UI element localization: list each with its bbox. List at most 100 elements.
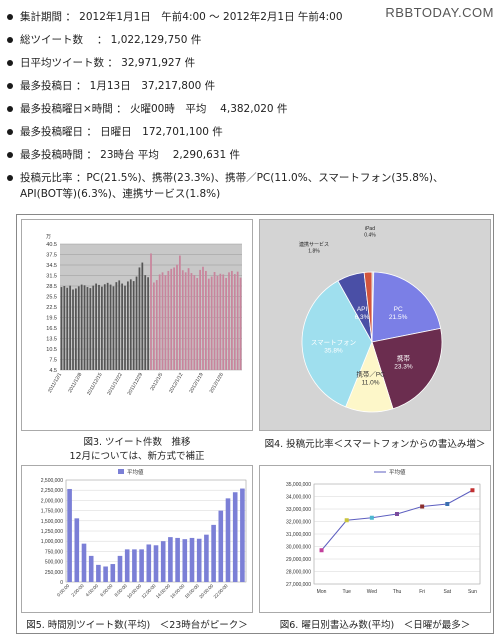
chart-bar (86, 287, 89, 370)
x-tick-label: Mon (317, 589, 327, 595)
data-point (344, 518, 349, 523)
y-tick-label: 30,000,000 (286, 545, 311, 551)
y-tick-label: 13.5 (46, 337, 57, 343)
chart-bar (147, 277, 149, 370)
chart-bar (211, 524, 216, 582)
list-item-line: API(BOT等)(6.3%)、連携サービス(1.8%) (20, 188, 221, 200)
chart-bar (179, 255, 181, 370)
y-tick-label: 33,000,000 (286, 507, 311, 513)
pie-value-label: 21.5% (389, 314, 408, 321)
y-tick-label: 31.5 (46, 274, 57, 280)
figure-3-caption-line2: 12月については、新方式で補正 (69, 451, 205, 462)
pie-value-label: 1.8% (308, 249, 320, 255)
chart-bar (189, 537, 195, 582)
data-point (319, 548, 324, 553)
data-point (470, 488, 475, 493)
pie-label: iPad (365, 226, 375, 232)
pie-label: 携帯 (397, 354, 411, 363)
chart-bar (129, 279, 132, 370)
chart-bar (168, 537, 173, 582)
chart-bar (170, 268, 173, 370)
chart-bar (132, 281, 135, 370)
y-tick-label: 2,500,000 (41, 478, 63, 484)
y-tick-label: 37.5 (46, 253, 57, 259)
chart-bar (80, 284, 83, 370)
pie-slice (371, 271, 442, 343)
y-tick-label: 28.5 (46, 284, 57, 290)
chart-bar (109, 284, 112, 370)
chart-bar (83, 285, 86, 370)
list-item-line: 投稿元比率 ：PC(21.5%)、携帯(23.3%)、携帯／PC(11.0%、ス… (20, 172, 444, 184)
chart-bar (196, 277, 199, 370)
pie-slice (363, 271, 373, 343)
chart-bar (89, 288, 92, 370)
chart-bar (138, 267, 141, 370)
pie-value-label: 11.0% (362, 379, 380, 386)
y-tick-label: 28,000,000 (286, 570, 311, 576)
weekday-posts-chart: 27,000,000 28,000,000 29,000,000 30,000,000… (260, 466, 490, 612)
chart-bar (117, 555, 123, 582)
chart-bar (77, 286, 80, 370)
chart-bar (199, 269, 201, 370)
hourly-tweets-chart: 0 250,000 500,000 750,000 1,000,000 1,250,000… (22, 466, 252, 612)
chart-bar (239, 277, 242, 370)
list-item: 総ツイート数 ： 1,022,129,750 件 (6, 29, 446, 52)
chart-bar (207, 278, 210, 370)
tweet-count-chart: 4.5 7.5 10.5 13.5 16.5 19.5 22.5 25.5 28.5 31.5 34… (22, 220, 252, 430)
pie-value-label: 23.3% (394, 364, 413, 371)
y-tick-label: 1,250,000 (41, 529, 63, 535)
chart-bar (66, 287, 69, 370)
chart-bar (103, 284, 106, 370)
y-tick-label: 25.5 (46, 295, 57, 301)
y-tick-label: 1,750,000 (41, 509, 63, 515)
list-item: 日平均ツイート数 ： 32,971,927 件 (6, 52, 446, 75)
chart-bar (193, 275, 196, 370)
figure-grid: 4.5 7.5 10.5 13.5 16.5 19.5 22.5 25.5 28.5 31.5 34… (16, 214, 494, 634)
x-tick-label: Sun (468, 589, 477, 595)
chart-bar (231, 270, 233, 370)
chart-bar (181, 270, 184, 370)
legend-swatch (118, 469, 124, 474)
chart-bar (96, 564, 101, 582)
y-tick-label: 31,000,000 (286, 532, 311, 538)
chart-bar (225, 277, 227, 370)
figure-3-caption-line1: 図3. ツイート件数 推移 (83, 437, 191, 448)
chart-bar (98, 284, 100, 370)
pie-slice (371, 327, 443, 410)
chart-bar (60, 287, 63, 370)
y-tick-label: 750,000 (45, 549, 63, 555)
pie-value-label: 35.8% (324, 347, 343, 354)
pie-label: 連携サービス (299, 241, 329, 248)
chart-bar (213, 272, 216, 370)
chart-bar (164, 275, 167, 370)
chart-bar (202, 266, 204, 370)
summary-list: 集計期間 ： 2012年1月1日 午前4:00 ～ 2012年2月1日 午前4:… (6, 6, 446, 203)
chart-bar (72, 289, 74, 370)
chart-bar (95, 283, 97, 370)
chart-bar (74, 518, 80, 582)
y-tick-label: 35,000,000 (286, 482, 311, 488)
chart-bar (233, 274, 236, 370)
chart-bar (146, 544, 152, 582)
pie-label: 携帯／PC (356, 369, 385, 378)
x-tick-label: Tue (342, 589, 351, 595)
chart-bar (141, 262, 144, 370)
figure-4-frame: PC 21.5% 携帯 23.3% 携帯／PC 11.0% スマートフォン 35.8% API 6… (259, 219, 491, 431)
y-unit-label: 万 (46, 234, 51, 240)
list-item: 投稿元比率 ：PC(21.5%)、携帯(23.3%)、携帯／PC(11.0%、ス… (6, 167, 446, 203)
pie-label: スマートフォン (311, 338, 356, 346)
x-tick-label: Fri (419, 589, 425, 595)
chart-bar (88, 555, 94, 582)
y-tick-label: 250,000 (45, 570, 63, 576)
chart-bar (182, 539, 188, 582)
list-item: 集計期間 ： 2012年1月1日 午前4:00 ～ 2012年2月1日 午前4:… (6, 6, 446, 29)
y-tick-label: 34.5 (46, 263, 57, 269)
chart-bar (167, 270, 170, 370)
y-tick-label: 22.5 (46, 305, 57, 311)
chart-bar (153, 545, 159, 582)
chart-bar (161, 272, 164, 370)
chart-bar (153, 282, 155, 370)
figure-3-caption: 図3. ツイート件数 推移 12月については、新方式で補正 (21, 434, 253, 462)
chart-bar (210, 276, 213, 370)
